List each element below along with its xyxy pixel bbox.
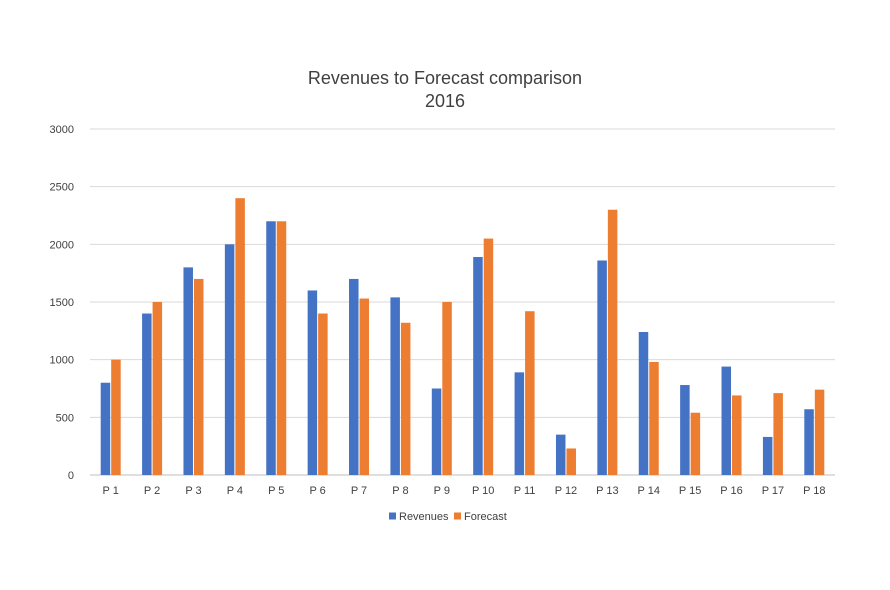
x-tick-label: P 14 [638,485,660,497]
revenues-legend-swatch [389,512,396,520]
forecast-bar [732,395,742,475]
chart-title: Revenues to Forecast comparison [308,68,582,88]
forecast-bar [400,322,411,475]
revenues-bar [638,331,649,475]
x-tick-label: P 9 [434,485,450,497]
x-tick-label: P 3 [185,485,201,497]
x-axis-ticks: P 1 P 2 P 3 P 4 P 5 P 6 P 7 P 8 P 9 P 10 P 11 P 12 P… [103,485,826,497]
forecast-legend-swatch [454,512,461,520]
revenues-bar [762,436,773,475]
forecast-bar [525,311,535,475]
y-tick-label: 3000 [50,124,74,136]
y-axis-ticks: 0 500 1000 1500 2000 2500 3000 [50,124,74,482]
x-tick-label: P 5 [268,485,284,497]
x-tick-label: P 10 [472,485,494,497]
x-tick-label: P 17 [762,485,784,497]
forecast-bar [483,238,494,475]
bars [100,198,825,475]
forecast-bar [690,412,701,475]
x-tick-label: P 4 [227,485,243,497]
x-tick-label: P 8 [392,485,408,497]
x-tick-label: P 11 [514,485,536,497]
revenues-bar [721,366,732,475]
forecast-bar [814,389,825,475]
revenues-bar [224,244,235,475]
revenues-bar [390,297,400,475]
x-tick-label: P 2 [144,485,160,497]
revenues-bar [431,388,442,475]
forecast-bar [442,302,452,475]
forecast-bar [773,393,783,475]
forecast-bar [359,298,370,475]
forecast-bar [276,221,287,475]
revenues-bar [597,260,607,475]
x-tick-label: P 16 [720,485,742,497]
revenues-bar [100,382,111,475]
revenues-bar [804,409,814,475]
y-tick-label: 0 [68,470,74,482]
y-tick-label: 2500 [50,182,74,194]
y-tick-label: 500 [56,412,74,424]
revenues-legend-label: Revenues [399,511,449,523]
gridlines [90,128,835,476]
x-tick-label: P 7 [351,485,367,497]
revenues-bar [142,313,152,475]
chart-subtitle: 2016 [425,91,465,111]
y-tick-label: 1000 [50,355,74,367]
y-tick-label: 2000 [50,239,74,251]
revenues-bar [473,257,483,475]
revenues-bar [183,267,193,475]
forecast-bar [152,302,163,475]
x-tick-label: P 6 [309,485,325,497]
revenues-bar [555,434,566,475]
legend: Revenues Forecast [389,511,507,523]
forecast-bar [607,209,618,475]
forecast-legend-label: Forecast [464,511,507,523]
revenues-bar [307,290,318,475]
x-tick-label: P 18 [803,485,825,497]
x-tick-label: P 15 [679,485,701,497]
x-tick-label: P 13 [596,485,618,497]
x-tick-label: P 1 [103,485,119,497]
revenues-bar [514,372,525,475]
forecast-bar [235,198,245,475]
revenues-bar [680,385,690,475]
forecast-bar [111,359,121,475]
revenues-bar [349,278,359,475]
forecast-bar [649,361,659,475]
y-tick-label: 1500 [50,297,74,309]
revenues-bar [266,221,276,475]
x-tick-label: P 12 [555,485,577,497]
forecast-bar [566,448,576,475]
forecast-bar [318,313,328,475]
forecast-bar [193,278,204,475]
